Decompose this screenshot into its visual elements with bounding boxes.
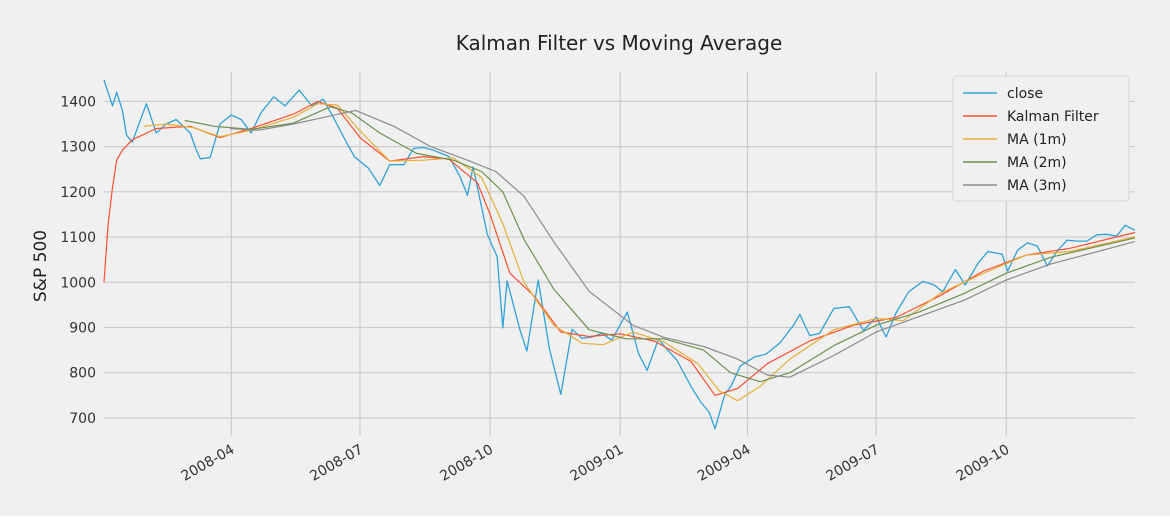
- chart-title: Kalman Filter vs Moving Average: [456, 31, 783, 55]
- x-tick-label: 2009-07: [824, 442, 883, 485]
- legend-label-ma-2m: MA (2m): [1007, 155, 1067, 171]
- legend-label-close: close: [1007, 86, 1043, 102]
- legend-label-ma-1m: MA (1m): [1007, 132, 1067, 148]
- x-tick-label: 2009-04: [695, 442, 754, 485]
- y-tick-label: 900: [69, 320, 96, 336]
- x-tick-label: 2008-10: [437, 442, 496, 485]
- legend-label-ma-3m: MA (3m): [1007, 178, 1067, 194]
- y-tick-label: 1100: [60, 230, 96, 246]
- y-tick-label: 1300: [60, 140, 96, 156]
- y-axis-label: S&P 500: [31, 230, 51, 302]
- x-tick-label: 2009-01: [568, 442, 627, 485]
- y-tick-label: 1200: [60, 185, 96, 201]
- y-tick-label: 1400: [60, 94, 96, 110]
- legend: close Kalman Filter MA (1m) MA (2m) MA (3m): [952, 75, 1130, 202]
- series-line-kalman-filter: [103, 100, 1136, 396]
- series-line-ma-2m: [184, 106, 1136, 383]
- y-tick-label: 700: [69, 411, 96, 427]
- legend-box: [952, 75, 1130, 202]
- gridlines: [104, 72, 1135, 436]
- x-tick-label: 2009-10: [954, 442, 1013, 485]
- x-tick-label: 2008-07: [307, 442, 366, 485]
- legend-label-kalman-filter: Kalman Filter: [1007, 109, 1099, 125]
- series-line-ma-3m: [229, 109, 1136, 378]
- y-tick-label: 800: [69, 366, 96, 382]
- x-tick-label: 2008-04: [179, 442, 238, 485]
- x-tick-labels: 2008-04 2008-07 2008-10 2009-01 2009-04 2009-…: [179, 442, 1013, 485]
- series-lines: [103, 79, 1136, 430]
- y-tick-label: 1000: [60, 275, 96, 291]
- y-tick-labels: 700 800 900 1000 1100 1200 1300 1400: [60, 94, 96, 427]
